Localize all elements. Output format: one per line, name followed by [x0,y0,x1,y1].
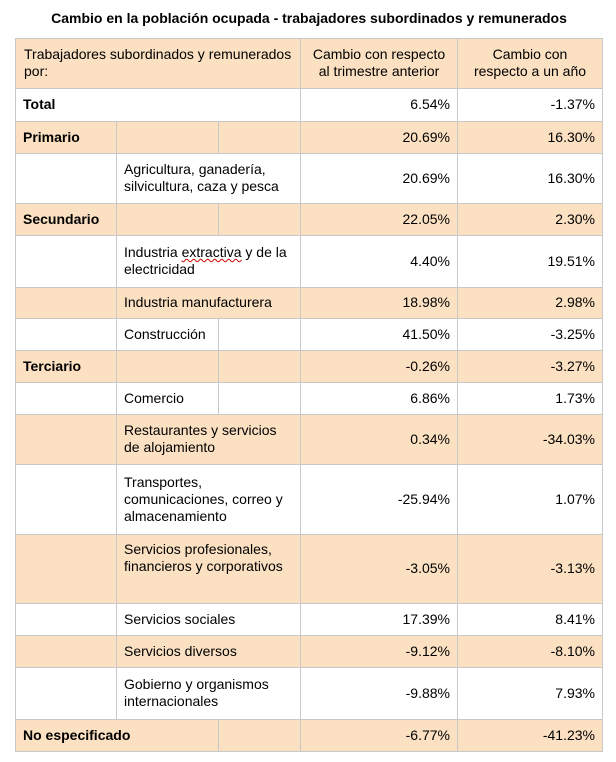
empty-cell [218,381,301,415]
year-change-value: -1.37% [457,87,603,122]
quarter-change-value: 20.69% [300,152,458,204]
quarter-change-value: 41.50% [300,317,458,351]
year-change-value: 16.30% [457,120,603,154]
table-row: No especificado -6.77% -41.23% [15,718,603,752]
year-change-value: -34.03% [457,413,603,465]
table-row: Industria extractiva y de la electricida… [15,234,603,288]
empty-cell [218,120,301,154]
empty-cell [218,202,301,236]
row-label: Servicios profesionales, financieros y c… [116,533,301,604]
year-change-value: 2.30% [457,202,603,236]
table-row: Construcción 41.50% -3.25% [15,317,603,351]
table-title: Cambio en la población ocupada - trabaja… [51,10,567,27]
empty-cell [116,349,219,383]
row-label: Industria extractiva y de la electricida… [116,234,301,288]
row-label: No especificado [15,718,219,752]
row-label: Servicios diversos [116,634,301,668]
empty-cell [15,317,117,351]
table-row: Industria manufacturera 18.98% 2.98% [15,286,603,319]
population-change-table: Cambio en la población ocupada - trabaja… [15,0,603,752]
empty-cell [15,381,117,415]
empty-cell [116,120,219,154]
table-row: Servicios diversos -9.12% -8.10% [15,634,603,668]
row-label: Industria manufacturera [116,286,301,319]
quarter-change-value: 17.39% [300,602,458,636]
row-label: Restaurantes y servicios de alojamiento [116,413,301,465]
empty-cell [15,286,117,319]
quarter-change-value: -0.26% [300,349,458,383]
table-row: Servicios profesionales, financieros y c… [15,533,603,604]
quarter-change-value: -6.77% [300,718,458,752]
row-label: Servicios sociales [116,602,301,636]
empty-cell [15,634,117,668]
empty-cell [15,413,117,465]
table-row: Secundario 22.05% 2.30% [15,202,603,236]
row-label: Agricultura, ganadería, silvicultura, ca… [116,152,301,204]
quarter-change-value: 0.34% [300,413,458,465]
empty-cell [218,317,301,351]
quarter-change-value: 6.86% [300,381,458,415]
year-change-value: -3.13% [457,533,603,604]
quarter-change-value: -3.05% [300,533,458,604]
empty-cell [15,666,117,720]
row-label: Terciario [15,349,117,383]
label-part: Industria [124,244,182,260]
table-row: Total 6.54% -1.37% [15,87,603,122]
year-change-value: -3.27% [457,349,603,383]
quarter-change-value: -9.12% [300,634,458,668]
empty-cell [218,349,301,383]
table-row: Gobierno y organismos internacionales -9… [15,666,603,720]
table-row: Terciario -0.26% -3.27% [15,349,603,383]
quarter-change-value: 22.05% [300,202,458,236]
table-row: Primario 20.69% 16.30% [15,120,603,154]
table-row: Transportes, comunicaciones, correo y al… [15,463,603,535]
row-label: Gobierno y organismos internacionales [116,666,301,720]
empty-cell [218,718,301,752]
empty-cell [15,463,117,535]
spellcheck-word: extractiva [181,244,242,260]
table-row: Restaurantes y servicios de alojamiento … [15,413,603,465]
empty-cell [116,202,219,236]
year-change-value: 1.73% [457,381,603,415]
table-row: Servicios sociales 17.39% 8.41% [15,602,603,636]
header-category: Trabajadores subordinados y remunerados … [15,37,301,89]
year-change-value: -41.23% [457,718,603,752]
empty-cell [15,602,117,636]
empty-cell [15,533,117,604]
header-year-change: Cambio con respecto a un año [457,37,603,89]
year-change-value: -3.25% [457,317,603,351]
year-change-value: 8.41% [457,602,603,636]
quarter-change-value: 6.54% [300,87,458,122]
year-change-value: 19.51% [457,234,603,288]
quarter-change-value: -25.94% [300,463,458,535]
year-change-value: 7.93% [457,666,603,720]
year-change-value: 1.07% [457,463,603,535]
quarter-change-value: 4.40% [300,234,458,288]
row-label: Secundario [15,202,117,236]
year-change-value: 16.30% [457,152,603,204]
quarter-change-value: 20.69% [300,120,458,154]
quarter-change-value: 18.98% [300,286,458,319]
empty-cell [15,234,117,288]
row-label: Construcción [116,317,219,351]
year-change-value: 2.98% [457,286,603,319]
row-label: Total [15,87,301,122]
empty-cell [15,152,117,204]
quarter-change-value: -9.88% [300,666,458,720]
header-quarter-change: Cambio con respecto al trimestre anterio… [300,37,458,89]
table-row: Comercio 6.86% 1.73% [15,381,603,415]
year-change-value: -8.10% [457,634,603,668]
row-label: Comercio [116,381,219,415]
label-part: y de la electricidad [124,244,287,277]
table-row: Agricultura, ganadería, silvicultura, ca… [15,152,603,204]
row-label: Primario [15,120,117,154]
row-label: Transportes, comunicaciones, correo y al… [116,463,301,535]
